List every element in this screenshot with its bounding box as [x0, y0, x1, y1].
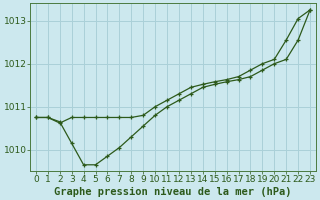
X-axis label: Graphe pression niveau de la mer (hPa): Graphe pression niveau de la mer (hPa)	[54, 186, 292, 197]
